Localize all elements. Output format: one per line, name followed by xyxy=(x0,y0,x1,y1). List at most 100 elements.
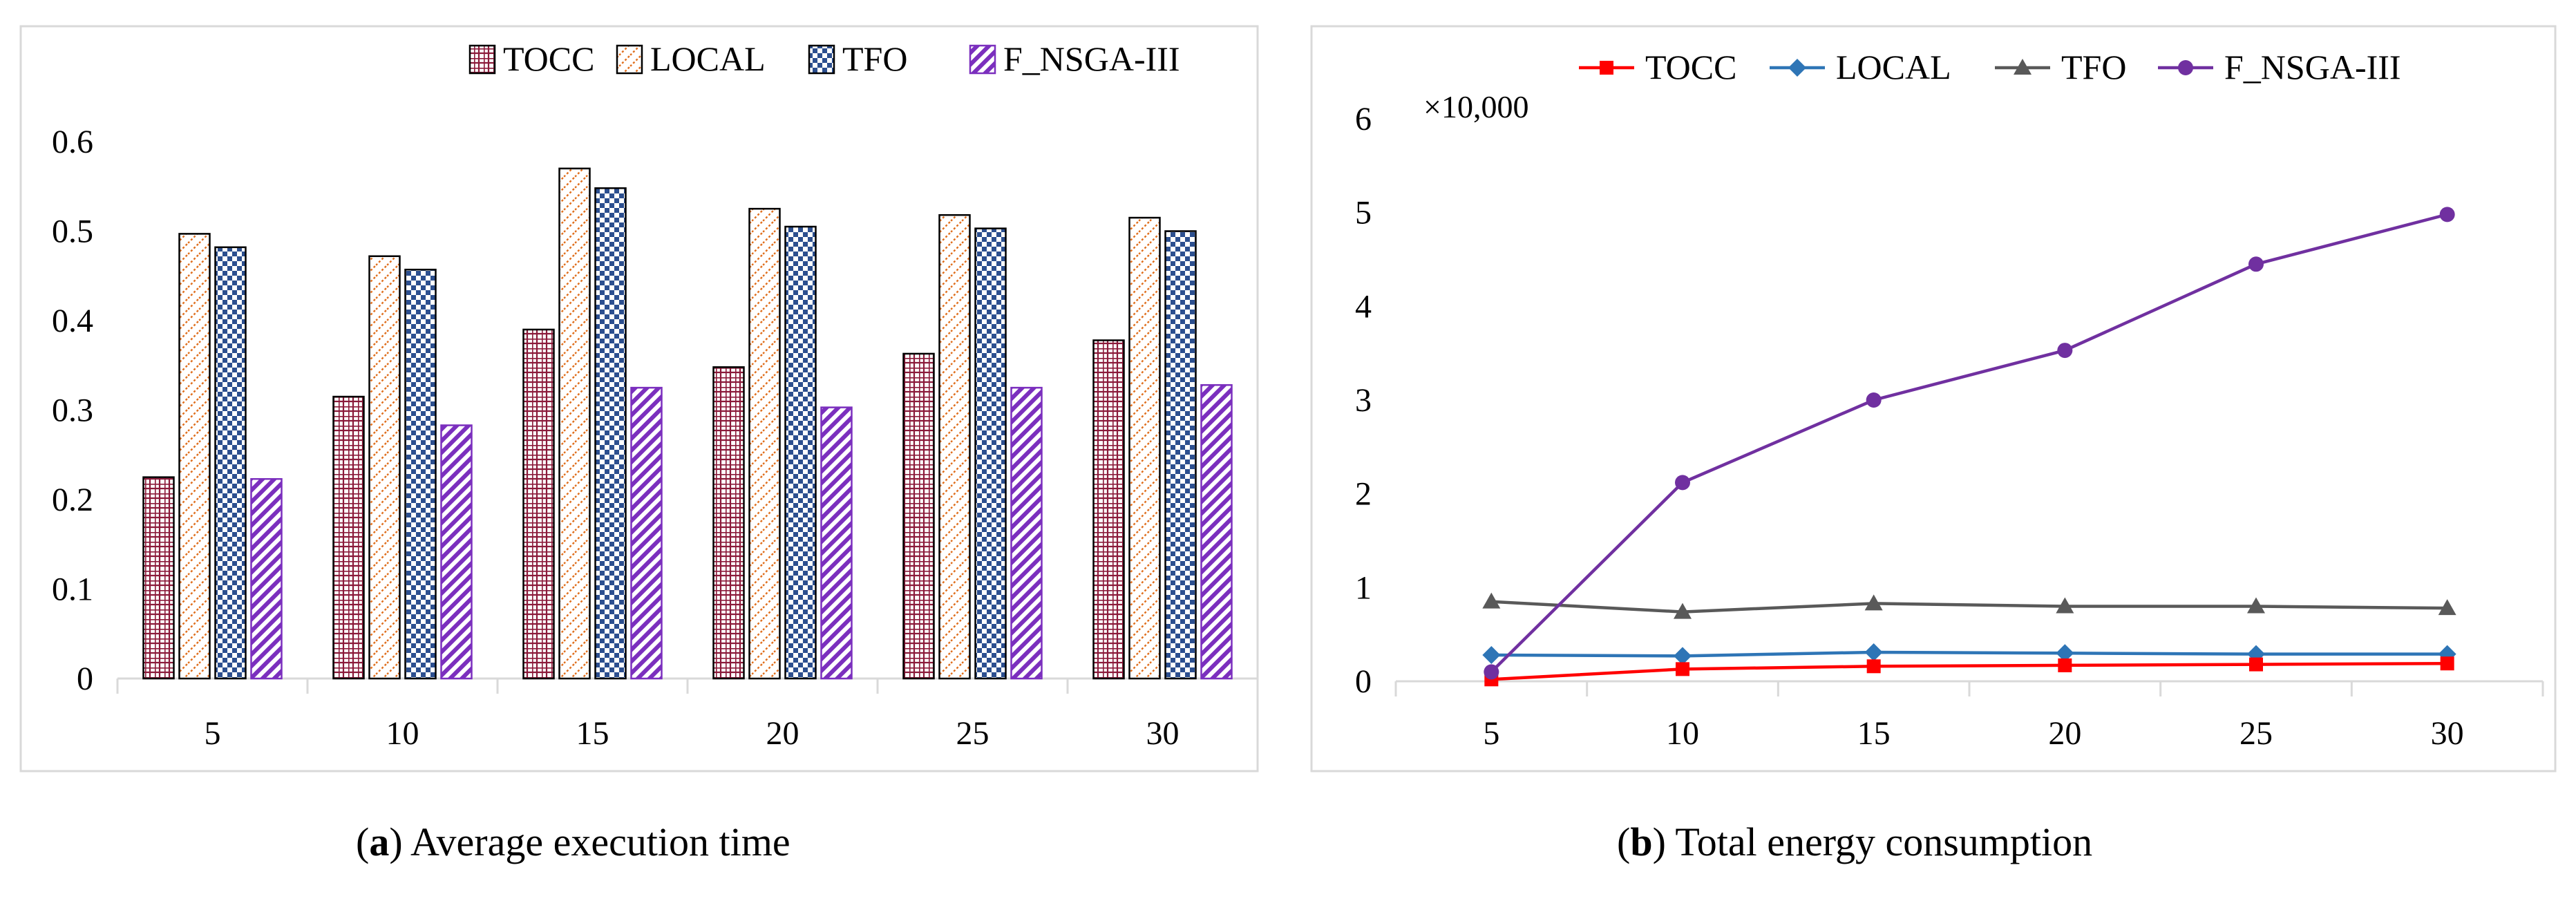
line-f-nsga-iii xyxy=(1490,213,2448,674)
bar-f-nsga-iii-25 xyxy=(1010,386,1043,680)
x-tick-label-a: 10 xyxy=(386,715,419,752)
y-tick-label-a: 0.2 xyxy=(52,482,93,518)
point-f-nsga-iii-30 xyxy=(2439,207,2455,222)
bar-f-nsga-iii-30 xyxy=(1200,383,1233,680)
point-tocc-30 xyxy=(2440,656,2454,671)
legend-swatch-f-nsga-iii xyxy=(969,44,996,75)
y-tick-label-a: 0.1 xyxy=(52,571,93,608)
x-tick-label-b: 15 xyxy=(1857,715,1891,752)
x-tick-label-a: 15 xyxy=(576,715,609,752)
legend-marker-tocc xyxy=(1600,61,1613,75)
point-local-10 xyxy=(1674,647,1692,665)
line-local xyxy=(1491,650,2447,658)
caption-b-text: Total energy consumption xyxy=(1675,819,2093,864)
legend-label-tfo: TFO xyxy=(842,39,907,78)
point-f-nsga-iii-15 xyxy=(1866,392,1882,408)
bar-local-10 xyxy=(368,255,401,680)
point-f-nsga-iii-10 xyxy=(1675,475,1690,491)
bar-f-nsga-iii-5 xyxy=(250,477,283,680)
legend-swatch-tfo xyxy=(808,44,835,75)
y-multiplier-label: ×10,000 xyxy=(1423,89,1528,124)
bar-tfo-30 xyxy=(1164,230,1197,680)
point-local-20 xyxy=(2056,644,2074,663)
x-tick-label-b: 5 xyxy=(1483,715,1499,752)
bar-tocc-15 xyxy=(522,328,555,680)
point-tfo-5 xyxy=(1482,592,1501,609)
caption-b: (b) Total energy consumption xyxy=(1617,819,2093,864)
bar-chart-execution-time: 0 0.1 0.2 0.3 0.4 0.5 0.6 5 10 15 20 25 30 TOCC LOCAL T… xyxy=(52,39,1259,752)
legend-marker-tfo xyxy=(2014,59,2032,75)
point-f-nsga-iii-25 xyxy=(2248,256,2264,272)
bar-tocc-30 xyxy=(1092,339,1125,680)
bar-local-20 xyxy=(748,207,781,680)
caption-b-label: b xyxy=(1630,819,1653,864)
legend-label-local: LOCAL xyxy=(1836,48,1951,86)
bar-tocc-20 xyxy=(712,366,745,680)
caption-a: (a) Average execution time xyxy=(356,819,790,864)
y-tick-label-b: 6 xyxy=(1355,101,1372,137)
legend-marker-f-nsga-iii xyxy=(2178,60,2193,75)
legend-swatch-tocc xyxy=(468,44,496,75)
legend-label-local: LOCAL xyxy=(650,39,766,78)
y-tick-label-a: 0.4 xyxy=(52,303,93,339)
point-tfo-20 xyxy=(2056,597,2074,614)
line-tocc xyxy=(1491,661,2447,681)
y-tick-label-a: 0 xyxy=(77,661,93,697)
y-tick-label-a: 0.5 xyxy=(52,214,93,250)
point-tocc-10 xyxy=(1676,662,1689,676)
caption-a-text: Average execution time xyxy=(410,819,790,864)
bar-local-25 xyxy=(938,214,971,680)
point-tocc-15 xyxy=(1866,659,1881,674)
x-tick-label-b: 30 xyxy=(2431,715,2464,752)
caption-a-label: a xyxy=(369,819,390,864)
y-tick-label-b: 2 xyxy=(1355,476,1372,513)
legend-label-tocc: TOCC xyxy=(503,39,594,78)
bar-f-nsga-iii-15 xyxy=(630,386,663,680)
x-tick-label-b: 25 xyxy=(2239,715,2273,752)
x-tick-label-b: 20 xyxy=(2048,715,2081,752)
legend-swatch-local xyxy=(616,44,643,75)
point-tfo-15 xyxy=(1864,594,1883,611)
bar-tfo-5 xyxy=(214,246,247,680)
bar-tocc-10 xyxy=(332,395,365,680)
bar-local-5 xyxy=(178,233,211,680)
x-tick-label-b: 10 xyxy=(1666,715,1699,752)
bar-tocc-5 xyxy=(142,476,175,680)
bar-tfo-15 xyxy=(594,187,627,680)
x-tick-label-a: 5 xyxy=(205,715,221,752)
x-tick-label-a: 25 xyxy=(956,715,989,752)
bar-f-nsga-iii-10 xyxy=(440,424,473,680)
bar-tocc-25 xyxy=(902,352,935,680)
bar-tfo-20 xyxy=(784,225,817,680)
line-tfo xyxy=(1491,600,2447,614)
legend-label-f-nsga-iii: F_NSGA-III xyxy=(2224,48,2401,86)
panel-b-frame xyxy=(1310,25,2557,772)
point-f-nsga-iii-20 xyxy=(2057,343,2073,359)
y-tick-label-a: 0.6 xyxy=(52,124,93,160)
legend-label-f-nsga-iii: F_NSGA-III xyxy=(1003,39,1180,78)
y-tick-label-b: 1 xyxy=(1355,569,1372,606)
y-tick-label-b: 0 xyxy=(1355,663,1372,700)
point-tfo-25 xyxy=(2247,597,2265,614)
point-f-nsga-iii-5 xyxy=(1484,664,1499,680)
point-tfo-30 xyxy=(2438,599,2456,616)
x-tick-label-a: 30 xyxy=(1146,715,1180,752)
bar-tfo-25 xyxy=(974,227,1007,680)
y-tick-label-b: 5 xyxy=(1355,195,1372,231)
legend-marker-local xyxy=(1788,59,1806,77)
x-tick-label-a: 20 xyxy=(766,715,799,752)
point-local-5 xyxy=(1482,646,1501,665)
point-local-15 xyxy=(1864,643,1883,661)
legend-label-tocc: TOCC xyxy=(1645,48,1736,86)
point-tocc-25 xyxy=(2249,657,2263,672)
bar-tfo-10 xyxy=(404,268,437,680)
point-tfo-10 xyxy=(1674,603,1692,619)
y-tick-label-b: 3 xyxy=(1355,382,1372,419)
y-tick-label-a: 0.3 xyxy=(52,392,93,429)
bar-f-nsga-iii-20 xyxy=(820,406,853,680)
bar-local-30 xyxy=(1128,216,1161,680)
legend-label-tfo: TFO xyxy=(2061,48,2126,86)
y-tick-label-b: 4 xyxy=(1355,288,1372,325)
line-chart-energy: 0 1 2 3 4 5 6 5 10 15 20 25 30 TOCC LOCAL TFO F_NSGA-III xyxy=(1355,48,2544,752)
